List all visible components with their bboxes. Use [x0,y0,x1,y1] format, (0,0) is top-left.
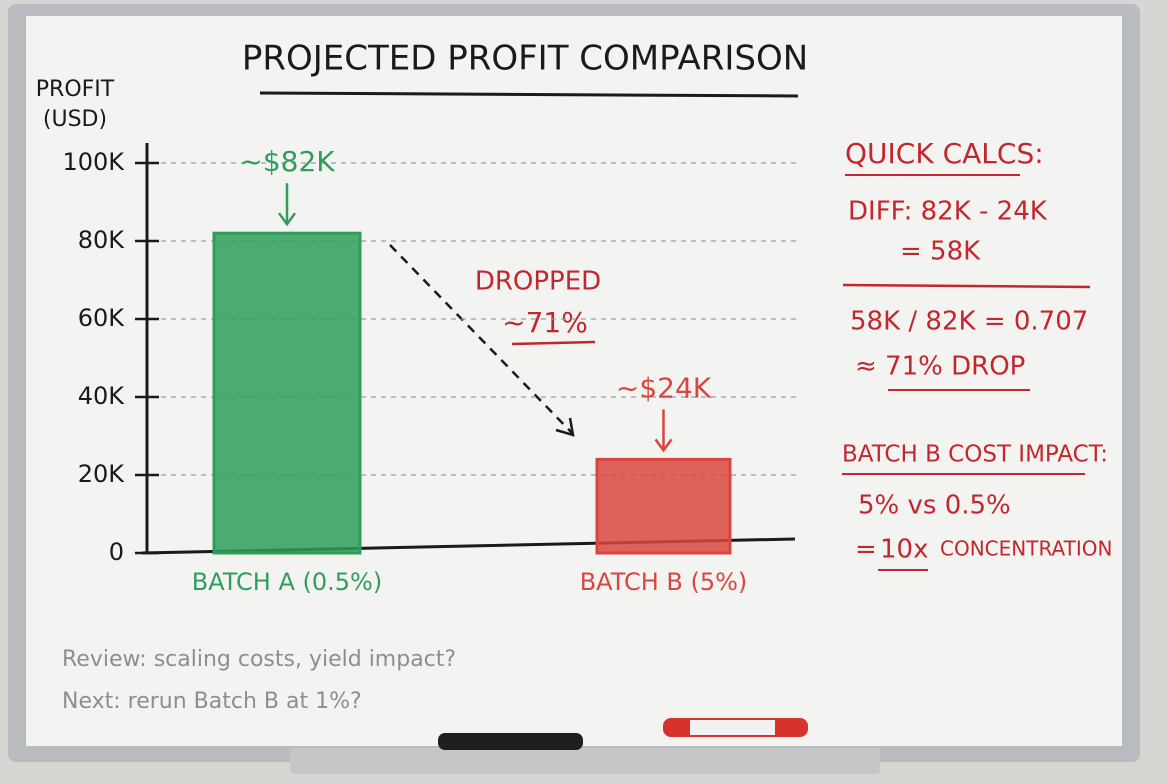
value-label: ~$82K [239,145,335,178]
annotation: DROPPED [475,267,601,297]
value-label: ~$24K [616,371,712,404]
y-label-box: PROFIT (USD) [35,77,115,132]
bar [595,457,732,555]
side-note: = [855,535,877,565]
side-note: BATCH B COST IMPACT: [842,442,1108,468]
y-tick-label: 20K [78,460,126,488]
x-tick-label: BATCH B (5%) [580,568,748,596]
y-tick-label: 100K [62,148,125,176]
x-tick-label: BATCH A (0.5%) [192,568,382,596]
footer-note: Next: rerun Batch B at 1%? [62,689,362,714]
side-note: = 58K [900,237,981,267]
bar [212,231,362,555]
y-tick-label: 60K [78,304,126,332]
marker-tray [290,748,880,774]
drop-arrow [389,244,573,434]
side-note: QUICK CALCS: [845,137,1044,170]
y-tick-label: 80K [78,226,126,254]
note-divider [842,283,1091,289]
black-marker [438,733,583,750]
drop-arrowhead [555,417,575,437]
marker-label [690,720,775,735]
side-note: ≈ 71% DROP [855,352,1025,382]
side-note: CONCENTRATION [940,537,1112,561]
y-axis-label: PROFIT (USD) [35,77,115,132]
side-note: 10x [880,535,928,565]
annotation: ~71% [502,306,588,339]
side-note: 5% vs 0.5% [858,491,1011,521]
side-note: DIFF: 82K - 24K [848,197,1048,227]
value-arrowhead [277,212,297,227]
chart-title: PROJECTED PROFIT COMPARISON [242,39,808,79]
y-tick-label: 0 [109,538,124,566]
whiteboard [26,16,1122,746]
annotation-underline [511,340,596,346]
title-underline [259,91,799,98]
value-arrowhead [654,438,673,453]
side-note: 58K / 82K = 0.707 [850,307,1088,337]
footer-note: Review: scaling costs, yield impact? [62,647,456,672]
y-tick-label: 40K [78,382,126,410]
